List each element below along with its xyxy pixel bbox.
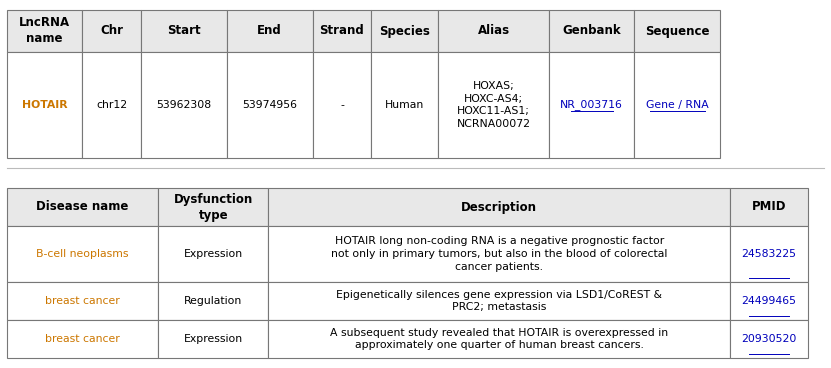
- Bar: [439, 10, 548, 52]
- Text: Human: Human: [386, 100, 425, 110]
- Text: End: End: [258, 25, 282, 38]
- Text: HOTAIR long non-coding RNA is a negative prognostic factor
not only in primary t: HOTAIR long non-coding RNA is a negative…: [331, 236, 667, 272]
- Bar: [7, 188, 158, 226]
- Bar: [634, 52, 720, 158]
- Bar: [227, 52, 312, 158]
- Bar: [548, 52, 634, 158]
- Bar: [82, 10, 141, 52]
- Text: LncRNA
name: LncRNA name: [19, 17, 70, 46]
- Text: breast cancer: breast cancer: [45, 334, 120, 344]
- Bar: [634, 10, 720, 52]
- Text: Regulation: Regulation: [184, 296, 243, 306]
- Text: HOTAIR: HOTAIR: [22, 100, 67, 110]
- Text: A subsequent study revealed that HOTAIR is overexpressed in
approximately one qu: A subsequent study revealed that HOTAIR …: [330, 328, 668, 350]
- Text: chr12: chr12: [96, 100, 127, 110]
- Bar: [158, 226, 268, 282]
- Text: Species: Species: [380, 25, 430, 38]
- Text: NR_003716: NR_003716: [560, 100, 623, 110]
- Text: Genbank: Genbank: [563, 25, 621, 38]
- Text: Epigenetically silences gene expression via LSD1/CoREST &
PRC2; metastasis: Epigenetically silences gene expression …: [337, 290, 662, 312]
- Text: Gene / RNA: Gene / RNA: [646, 100, 709, 110]
- Bar: [227, 10, 312, 52]
- Text: Strand: Strand: [320, 25, 364, 38]
- Text: HOXAS;
HOXC-AS4;
HOXC11-AS1;
NCRNA00072: HOXAS; HOXC-AS4; HOXC11-AS1; NCRNA00072: [456, 81, 530, 129]
- Bar: [141, 52, 227, 158]
- Text: Sequence: Sequence: [645, 25, 710, 38]
- Bar: [268, 226, 730, 282]
- Bar: [141, 10, 227, 52]
- Bar: [312, 52, 371, 158]
- Bar: [82, 52, 141, 158]
- Bar: [371, 52, 439, 158]
- Text: 53974956: 53974956: [242, 100, 297, 110]
- Bar: [268, 282, 730, 320]
- Text: Dysfunction
type: Dysfunction type: [174, 192, 253, 222]
- Bar: [268, 320, 730, 358]
- Text: Start: Start: [167, 25, 201, 38]
- Bar: [7, 10, 82, 52]
- Text: Expression: Expression: [184, 334, 243, 344]
- Bar: [158, 320, 268, 358]
- Bar: [730, 282, 808, 320]
- Text: 53962308: 53962308: [156, 100, 211, 110]
- Bar: [439, 52, 548, 158]
- Text: B-cell neoplasms: B-cell neoplasms: [37, 249, 129, 259]
- Text: Expression: Expression: [184, 249, 243, 259]
- Bar: [158, 188, 268, 226]
- Bar: [312, 10, 371, 52]
- Text: 20930520: 20930520: [741, 334, 797, 344]
- Bar: [371, 10, 439, 52]
- Bar: [730, 188, 808, 226]
- Text: -: -: [340, 100, 344, 110]
- Bar: [730, 226, 808, 282]
- Bar: [158, 282, 268, 320]
- Bar: [7, 320, 158, 358]
- Text: breast cancer: breast cancer: [45, 296, 120, 306]
- Bar: [7, 226, 158, 282]
- Bar: [7, 52, 82, 158]
- Text: PMID: PMID: [751, 201, 786, 213]
- Text: Alias: Alias: [478, 25, 509, 38]
- Bar: [730, 320, 808, 358]
- Bar: [7, 282, 158, 320]
- Bar: [548, 10, 634, 52]
- Bar: [268, 188, 730, 226]
- Text: 24583225: 24583225: [741, 249, 796, 259]
- Text: 24499465: 24499465: [741, 296, 796, 306]
- Text: Disease name: Disease name: [37, 201, 129, 213]
- Text: Description: Description: [461, 201, 538, 213]
- Text: Chr: Chr: [100, 25, 123, 38]
